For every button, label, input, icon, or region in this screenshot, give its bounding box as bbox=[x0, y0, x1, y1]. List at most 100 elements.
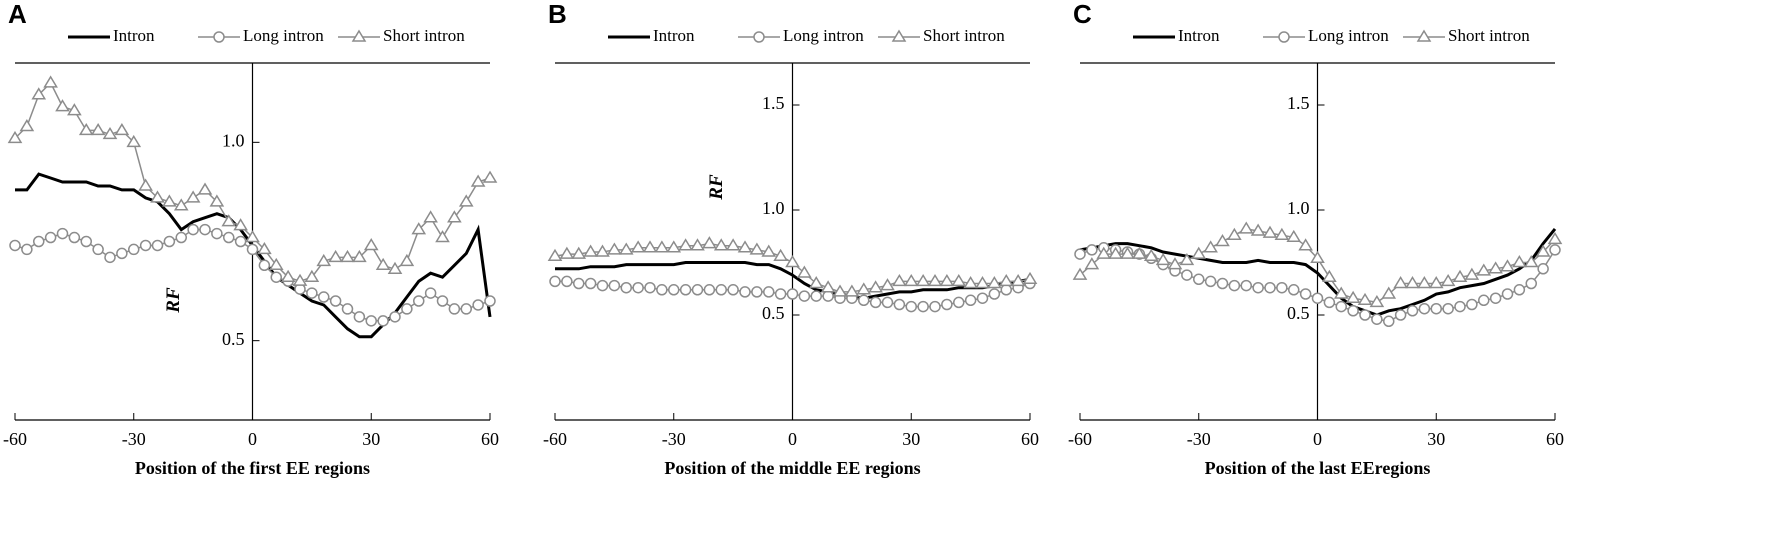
marker bbox=[233, 218, 248, 231]
marker bbox=[1381, 286, 1397, 299]
y-tick-label: 1.5 bbox=[762, 93, 785, 113]
x-tick-label: 30 bbox=[362, 429, 380, 449]
marker bbox=[1215, 234, 1230, 247]
marker bbox=[786, 288, 799, 300]
marker bbox=[353, 311, 366, 323]
marker bbox=[1086, 244, 1098, 256]
marker bbox=[1167, 257, 1183, 270]
marker bbox=[739, 286, 751, 298]
x-tick-label: -30 bbox=[662, 429, 686, 449]
marker bbox=[116, 247, 128, 260]
marker bbox=[1240, 279, 1252, 292]
marker bbox=[1345, 290, 1361, 303]
marker bbox=[915, 273, 931, 287]
marker bbox=[1523, 255, 1539, 268]
x-axis-label: Position of the first EE regions bbox=[135, 458, 370, 478]
marker bbox=[128, 243, 140, 256]
marker bbox=[869, 296, 882, 309]
marker bbox=[702, 236, 717, 249]
marker bbox=[1323, 296, 1336, 309]
marker bbox=[470, 174, 486, 187]
panel: B -60 -30 0 30 60 0.5 1.0 1.5 Position of the mid… bbox=[543, 0, 1039, 478]
marker bbox=[1022, 271, 1038, 285]
marker bbox=[1108, 246, 1123, 259]
marker bbox=[547, 248, 563, 261]
marker bbox=[1252, 281, 1264, 294]
marker bbox=[607, 242, 622, 255]
legend-label: Long intron bbox=[243, 26, 324, 45]
marker bbox=[151, 239, 164, 252]
marker bbox=[175, 231, 187, 244]
marker bbox=[666, 240, 682, 253]
x-tick-label: 30 bbox=[1427, 429, 1445, 449]
marker bbox=[583, 244, 598, 257]
marker bbox=[1179, 252, 1195, 266]
marker bbox=[104, 251, 116, 264]
marker bbox=[1369, 294, 1385, 308]
marker bbox=[951, 273, 967, 287]
marker bbox=[571, 246, 587, 259]
marker bbox=[939, 273, 955, 287]
marker bbox=[573, 277, 585, 290]
marker bbox=[1513, 284, 1526, 296]
marker bbox=[1191, 246, 1207, 259]
marker bbox=[482, 170, 498, 183]
marker bbox=[703, 284, 716, 296]
marker bbox=[713, 238, 729, 251]
marker bbox=[280, 269, 296, 282]
marker bbox=[679, 284, 692, 296]
marker bbox=[234, 235, 247, 248]
marker bbox=[1322, 269, 1337, 282]
marker bbox=[964, 294, 977, 307]
legend-label: Long intron bbox=[783, 26, 864, 45]
panel: C -60 -30 0 30 60 0.5 1.0 1.5 Position of the las… bbox=[1068, 0, 1564, 478]
marker bbox=[1525, 277, 1537, 290]
marker bbox=[150, 190, 165, 203]
marker bbox=[749, 242, 765, 255]
legend-label: Long intron bbox=[1308, 26, 1389, 45]
marker bbox=[401, 303, 413, 315]
series-line bbox=[1079, 227, 1557, 317]
marker bbox=[199, 223, 211, 236]
marker bbox=[1500, 259, 1515, 272]
marker bbox=[258, 259, 271, 272]
panel: A -60 -30 0 30 60 0.5 1.0 Position of the first … bbox=[3, 0, 499, 478]
marker bbox=[1501, 288, 1514, 300]
x-tick-label: -60 bbox=[1068, 429, 1092, 449]
marker bbox=[1238, 221, 1254, 234]
marker bbox=[927, 273, 943, 287]
legend-label: Short intron bbox=[1448, 26, 1530, 45]
marker bbox=[472, 299, 484, 311]
marker bbox=[1357, 292, 1373, 306]
marker bbox=[808, 276, 824, 289]
marker bbox=[80, 235, 92, 248]
marker bbox=[1549, 244, 1561, 256]
marker bbox=[328, 249, 343, 263]
marker bbox=[304, 269, 320, 282]
legend-label: Intron bbox=[653, 26, 695, 45]
marker bbox=[363, 238, 379, 251]
marker bbox=[905, 300, 917, 313]
marker bbox=[1417, 276, 1432, 289]
marker bbox=[678, 238, 693, 251]
marker bbox=[549, 275, 561, 288]
marker bbox=[7, 130, 23, 144]
marker bbox=[1393, 276, 1408, 289]
marker bbox=[292, 273, 308, 286]
marker bbox=[1274, 227, 1290, 240]
panel-label: B bbox=[548, 0, 567, 29]
marker bbox=[1216, 277, 1229, 290]
marker bbox=[1442, 302, 1454, 315]
marker bbox=[90, 122, 106, 136]
marker bbox=[306, 287, 318, 299]
marker bbox=[1430, 302, 1442, 315]
marker bbox=[1264, 281, 1276, 294]
marker bbox=[1418, 302, 1431, 315]
legend-label: Short intron bbox=[383, 26, 465, 45]
marker bbox=[1120, 246, 1135, 259]
marker bbox=[389, 311, 401, 323]
marker bbox=[725, 238, 741, 251]
marker bbox=[56, 227, 69, 240]
legend-marker bbox=[753, 31, 765, 43]
series-line bbox=[555, 261, 1031, 300]
